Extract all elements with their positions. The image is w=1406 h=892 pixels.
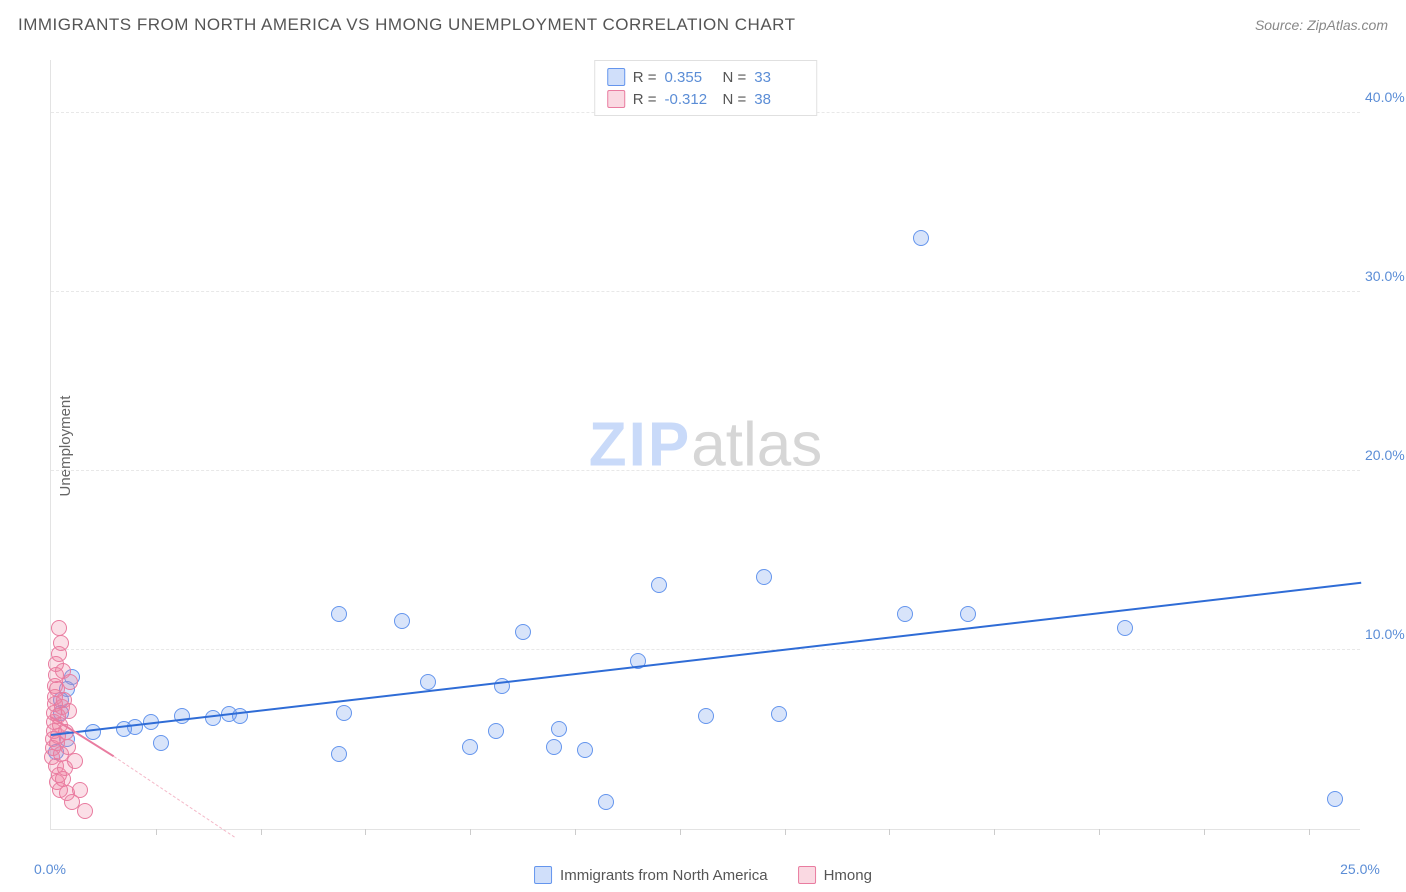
scatter-point bbox=[598, 794, 614, 810]
x-tick-label: 0.0% bbox=[34, 861, 66, 877]
scatter-point bbox=[153, 735, 169, 751]
scatter-point bbox=[336, 705, 352, 721]
x-tick bbox=[470, 829, 471, 835]
legend-label: Hmong bbox=[824, 867, 872, 884]
scatter-point bbox=[67, 753, 83, 769]
x-tick bbox=[1309, 829, 1310, 835]
gridline bbox=[51, 649, 1360, 650]
scatter-point bbox=[205, 710, 221, 726]
legend-swatch-pink bbox=[607, 90, 625, 108]
scatter-point bbox=[1117, 620, 1133, 636]
gridline bbox=[51, 291, 1360, 292]
scatter-point bbox=[546, 739, 562, 755]
x-tick bbox=[889, 829, 890, 835]
legend-swatch-pink bbox=[798, 866, 816, 884]
gridline bbox=[51, 470, 1360, 471]
legend-row: R = -0.312 N = 38 bbox=[607, 88, 805, 110]
legend-swatch-blue bbox=[607, 68, 625, 86]
scatter-point bbox=[756, 569, 772, 585]
scatter-point bbox=[62, 674, 78, 690]
scatter-point bbox=[913, 230, 929, 246]
y-tick-label: 20.0% bbox=[1365, 447, 1406, 463]
scatter-point bbox=[651, 577, 667, 593]
scatter-point bbox=[960, 606, 976, 622]
scatter-point bbox=[515, 624, 531, 640]
r-label: R = bbox=[633, 91, 657, 108]
r-label: R = bbox=[633, 69, 657, 86]
series-legend: Immigrants from North America Hmong bbox=[534, 866, 872, 884]
scatter-point bbox=[394, 613, 410, 629]
x-tick bbox=[785, 829, 786, 835]
x-tick bbox=[575, 829, 576, 835]
scatter-point bbox=[53, 635, 69, 651]
x-tick bbox=[156, 829, 157, 835]
x-tick bbox=[365, 829, 366, 835]
x-tick bbox=[680, 829, 681, 835]
x-tick-label: 25.0% bbox=[1340, 861, 1380, 877]
scatter-point bbox=[420, 674, 436, 690]
n-value: 38 bbox=[754, 91, 804, 108]
scatter-point bbox=[488, 723, 504, 739]
n-label: N = bbox=[723, 91, 747, 108]
scatter-point bbox=[331, 746, 347, 762]
legend-swatch-blue bbox=[534, 866, 552, 884]
scatter-point bbox=[72, 782, 88, 798]
scatter-chart: ZIPatlas R = 0.355 N = 33 R = -0.312 N =… bbox=[50, 60, 1360, 830]
scatter-point bbox=[698, 708, 714, 724]
correlation-legend: R = 0.355 N = 33 R = -0.312 N = 38 bbox=[594, 60, 818, 116]
chart-title: IMMIGRANTS FROM NORTH AMERICA VS HMONG U… bbox=[18, 15, 796, 35]
x-tick bbox=[1204, 829, 1205, 835]
scatter-point bbox=[77, 803, 93, 819]
r-value: 0.355 bbox=[665, 69, 715, 86]
scatter-point bbox=[331, 606, 347, 622]
scatter-point bbox=[577, 742, 593, 758]
scatter-point bbox=[551, 721, 567, 737]
y-tick-label: 30.0% bbox=[1365, 268, 1406, 284]
y-tick-label: 40.0% bbox=[1365, 89, 1406, 105]
r-value: -0.312 bbox=[665, 91, 715, 108]
scatter-point bbox=[127, 719, 143, 735]
legend-item: Immigrants from North America bbox=[534, 866, 768, 884]
chart-source: Source: ZipAtlas.com bbox=[1255, 17, 1388, 33]
watermark-part2: atlas bbox=[691, 410, 822, 479]
scatter-point bbox=[174, 708, 190, 724]
watermark-part1: ZIP bbox=[589, 410, 691, 479]
trendline bbox=[114, 756, 235, 837]
x-tick bbox=[261, 829, 262, 835]
y-tick-label: 10.0% bbox=[1365, 626, 1406, 642]
legend-item: Hmong bbox=[798, 866, 872, 884]
scatter-point bbox=[771, 706, 787, 722]
x-tick bbox=[994, 829, 995, 835]
scatter-point bbox=[61, 703, 77, 719]
n-label: N = bbox=[723, 69, 747, 86]
scatter-point bbox=[462, 739, 478, 755]
scatter-point bbox=[897, 606, 913, 622]
legend-row: R = 0.355 N = 33 bbox=[607, 66, 805, 88]
x-tick bbox=[1099, 829, 1100, 835]
legend-label: Immigrants from North America bbox=[560, 867, 768, 884]
scatter-point bbox=[1327, 791, 1343, 807]
chart-header: IMMIGRANTS FROM NORTH AMERICA VS HMONG U… bbox=[18, 15, 1388, 35]
n-value: 33 bbox=[754, 69, 804, 86]
